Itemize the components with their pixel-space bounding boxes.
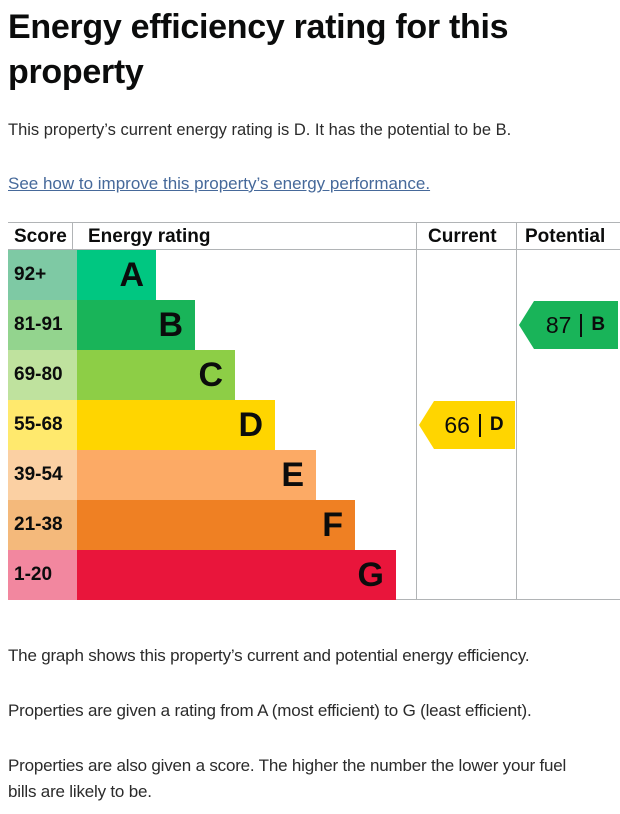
page-title: Energy efficiency rating for this proper… (8, 8, 509, 91)
band-score-cell: 1-20 (8, 550, 77, 600)
epc-header-row: Score Energy rating Current Potential (8, 222, 620, 250)
intro-text: This property’s current energy rating is… (8, 121, 512, 139)
band-row-e: 39-54 E (8, 450, 620, 500)
band-row-c: 69-80 C (8, 350, 620, 400)
band-bar: F (77, 500, 355, 550)
band-row-f: 21-38 F (8, 500, 620, 550)
grid-line-score-column (72, 222, 73, 250)
band-bar: C (77, 350, 235, 400)
potential-band: B (591, 314, 606, 335)
current-indicator: 66 D (419, 401, 515, 449)
current-band: D (489, 414, 504, 435)
grid-line-current-column (416, 222, 417, 600)
improve-link[interactable]: See how to improve this property’s energ… (8, 174, 431, 193)
footer-paragraph-1: The graph shows this property’s current … (8, 646, 530, 665)
header-potential: Potential (525, 226, 606, 247)
band-score-cell: 81-91 (8, 300, 77, 350)
header-energy-rating: Energy rating (88, 226, 211, 247)
band-row-b: 81-91 B 87 B (8, 300, 620, 350)
band-score-cell: 21-38 (8, 500, 77, 550)
current-score: 66 (444, 411, 470, 438)
footer-paragraph-2: Properties are given a rating from A (mo… (8, 701, 532, 720)
band-bar: B (77, 300, 195, 350)
band-score-cell: 39-54 (8, 450, 77, 500)
band-bar: D (77, 400, 275, 450)
band-bar: A (77, 250, 156, 300)
header-current: Current (428, 226, 497, 247)
indicator-divider (580, 313, 583, 337)
band-score-cell: 55-68 (8, 400, 77, 450)
footer-paragraph-3: Properties are also given a score. The h… (8, 756, 567, 801)
band-bar: E (77, 450, 316, 500)
potential-score: 87 (545, 311, 572, 338)
potential-indicator: 87 B (519, 301, 618, 349)
band-row-a: 92+ A (8, 250, 620, 300)
epc-chart: Score Energy rating Current Potential 92… (8, 222, 620, 600)
footer-text: The graph shows this property’s current … (0, 643, 620, 805)
band-score-cell: 69-80 (8, 350, 77, 400)
band-score-cell: 92+ (8, 250, 77, 300)
band-bar: G (77, 550, 396, 600)
indicator-divider (478, 413, 481, 437)
header-score: Score (14, 226, 67, 247)
link-wrap: See how to improve this property’s energ… (8, 171, 612, 196)
epc-body: 92+ A 81-91 B 87 B 69-80 C 55-68 D 66 D (8, 250, 620, 600)
grid-line-potential-column (516, 222, 517, 600)
band-row-d: 55-68 D 66 D (8, 400, 620, 450)
band-row-g: 1-20 G (8, 550, 620, 600)
